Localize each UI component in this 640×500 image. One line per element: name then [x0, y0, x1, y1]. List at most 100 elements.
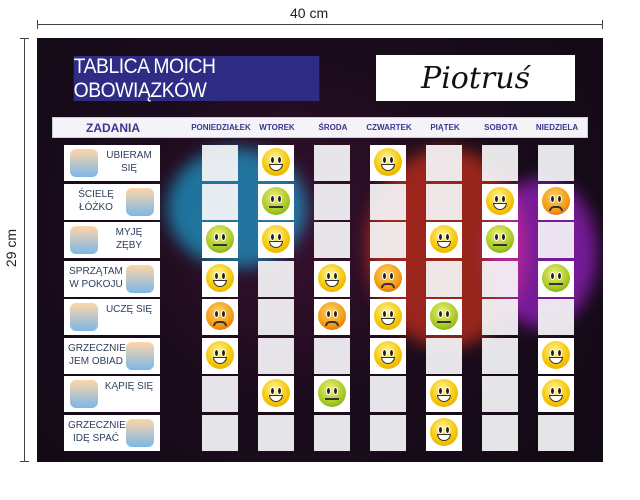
task-label: GRZECZNIE JEM OBIAD: [68, 342, 126, 367]
sticker-cell[interactable]: [314, 414, 350, 451]
sticker-cell[interactable]: [258, 183, 294, 220]
sticker-cell[interactable]: [538, 260, 574, 297]
sticker-cell[interactable]: [258, 376, 294, 412]
sticker-cell[interactable]: [482, 299, 518, 335]
sticker-cell[interactable]: [426, 337, 462, 374]
sticker-cell[interactable]: [370, 183, 406, 220]
sticker-cell[interactable]: [482, 260, 518, 297]
sticker-cell[interactable]: [314, 260, 350, 297]
sticker-cell[interactable]: [482, 337, 518, 374]
sticker-cell[interactable]: [202, 260, 238, 297]
sticker-cell[interactable]: [202, 376, 238, 412]
neutral-smiley-icon: [430, 302, 458, 330]
happy-smiley-icon: [206, 340, 234, 369]
day-header: SOBOTA: [484, 123, 518, 132]
sticker-cell[interactable]: [314, 222, 350, 258]
sticker-cell[interactable]: [202, 183, 238, 220]
task-label: KĄPIĘ SIĘ: [104, 381, 154, 392]
sticker-cell[interactable]: [370, 145, 406, 181]
sticker-cell[interactable]: [258, 414, 294, 451]
height-dimension-label: 29 cm: [3, 228, 20, 268]
happy-smiley-icon: [542, 379, 570, 407]
happy-smiley-icon: [374, 340, 402, 369]
happy-smiley-icon: [262, 148, 290, 176]
sticker-cell[interactable]: [538, 299, 574, 335]
sticker-cell[interactable]: [258, 337, 294, 374]
sticker-cell[interactable]: [370, 414, 406, 451]
task-card: GRZECZNIE JEM OBIAD: [64, 337, 160, 374]
sticker-cell[interactable]: [538, 183, 574, 220]
sticker-cell[interactable]: [538, 222, 574, 258]
sticker-cell[interactable]: [482, 145, 518, 181]
sticker-cell[interactable]: [538, 337, 574, 374]
sticker-cell[interactable]: [202, 222, 238, 258]
sticker-cell[interactable]: [426, 299, 462, 335]
tasks-header: ZADANIA: [86, 121, 140, 135]
sticker-cell[interactable]: [370, 299, 406, 335]
sticker-cell[interactable]: [314, 183, 350, 220]
task-label: UBIERAM SIĘ: [106, 150, 152, 174]
happy-smiley-icon: [430, 417, 458, 446]
day-header: PIĄTEK: [430, 123, 460, 132]
sticker-cell[interactable]: [370, 260, 406, 297]
child-bathing-icon: [70, 380, 98, 408]
sticker-cell[interactable]: [426, 376, 462, 412]
child-dressing-icon: [70, 149, 98, 177]
task-label: UCZĘ SIĘ: [105, 304, 153, 315]
child-brushing-teeth-icon: [70, 226, 98, 254]
sticker-cell[interactable]: [426, 222, 462, 258]
day-header: WTOREK: [259, 123, 295, 132]
sticker-cell[interactable]: [482, 376, 518, 412]
neutral-smiley-icon: [486, 225, 514, 253]
sticker-cell[interactable]: [370, 222, 406, 258]
task-label: MYJĘ ZĘBY: [115, 227, 143, 251]
sad-smiley-icon: [542, 186, 570, 215]
sticker-cell[interactable]: [426, 183, 462, 220]
sticker-cell[interactable]: [314, 299, 350, 335]
sticker-cell[interactable]: [202, 145, 238, 181]
task-label: ŚCIELĘ ŁÓŻKO: [78, 188, 114, 213]
day-header: NIEDZIELA: [535, 123, 579, 132]
sad-smiley-icon: [206, 302, 234, 330]
width-dimension-line: [37, 20, 603, 29]
sticker-cell[interactable]: [258, 260, 294, 297]
sticker-cell[interactable]: [482, 183, 518, 220]
children-reading-icon: [70, 303, 98, 331]
happy-smiley-icon: [262, 379, 290, 407]
sticker-cell[interactable]: [538, 145, 574, 181]
board-title: TABLICA MOICH OBOWIĄZKÓW: [73, 55, 320, 102]
sticker-cell[interactable]: [258, 222, 294, 258]
sticker-cell[interactable]: [370, 376, 406, 412]
task-card: SPRZĄTAM W POKOJU: [64, 260, 160, 297]
sticker-cell[interactable]: [538, 376, 574, 412]
sticker-cell[interactable]: [314, 376, 350, 412]
sticker-cell[interactable]: [202, 414, 238, 451]
happy-smiley-icon: [374, 148, 402, 176]
task-card: MYJĘ ZĘBY: [64, 222, 160, 258]
happy-smiley-icon: [430, 379, 458, 407]
neutral-smiley-icon: [542, 263, 570, 292]
happy-smiley-icon: [206, 263, 234, 292]
sticker-cell[interactable]: [482, 414, 518, 451]
sticker-cell[interactable]: [258, 299, 294, 335]
task-label: SPRZĄTAM W POKOJU: [69, 265, 123, 290]
sad-smiley-icon: [374, 263, 402, 292]
sticker-cell[interactable]: [370, 337, 406, 374]
sticker-cell[interactable]: [202, 299, 238, 335]
sticker-cell[interactable]: [426, 260, 462, 297]
task-card: ŚCIELĘ ŁÓŻKO: [64, 183, 160, 220]
day-header: CZWARTEK: [366, 123, 412, 132]
sticker-cell[interactable]: [482, 222, 518, 258]
task-card: UCZĘ SIĘ: [64, 299, 160, 335]
sticker-cell[interactable]: [426, 414, 462, 451]
happy-smiley-icon: [262, 225, 290, 253]
sticker-cell[interactable]: [314, 145, 350, 181]
sticker-cell[interactable]: [202, 337, 238, 374]
neutral-smiley-icon: [206, 225, 234, 253]
sticker-cell[interactable]: [314, 337, 350, 374]
sticker-cell[interactable]: [538, 414, 574, 451]
happy-smiley-icon: [542, 340, 570, 369]
width-dimension-label: 40 cm: [290, 5, 329, 21]
sticker-cell[interactable]: [258, 145, 294, 181]
sticker-cell[interactable]: [426, 145, 462, 181]
